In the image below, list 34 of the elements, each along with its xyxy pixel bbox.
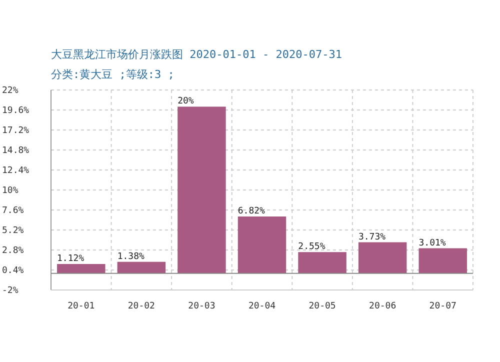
- chart-title: 大豆黑龙江市场价月涨跌图 2020-01-01 - 2020-07-31: [51, 48, 342, 61]
- x-tick-label: 20-05: [308, 301, 336, 312]
- y-tick-label: 7.6%: [2, 206, 24, 216]
- y-tick-label: 10%: [2, 186, 19, 196]
- bar: [298, 252, 346, 274]
- data-label: 3.01%: [418, 238, 446, 248]
- y-tick-label: 17.2%: [2, 126, 30, 136]
- data-label: 20%: [178, 96, 194, 107]
- y-tick-label: 5.2%: [2, 226, 24, 236]
- x-tick-label: 20-06: [369, 301, 396, 312]
- data-label: 1.38%: [117, 252, 145, 262]
- bar: [117, 262, 166, 274]
- bar: [238, 216, 286, 274]
- y-tick-label: 22%: [2, 86, 19, 96]
- y-tick-label: 0.4%: [2, 266, 24, 276]
- data-label: 6.82%: [238, 206, 266, 216]
- bar: [358, 242, 407, 274]
- x-tick-label: 20-04: [248, 301, 276, 312]
- data-label: 2.55%: [298, 242, 326, 252]
- x-tick-label: 20-01: [68, 301, 95, 312]
- bar: [418, 248, 467, 274]
- y-tick-label: 2.8%: [2, 246, 24, 256]
- bar: [57, 264, 106, 274]
- x-tick-label: 20-02: [128, 301, 155, 312]
- y-tick-label: 12.4%: [2, 166, 30, 176]
- x-tick-label: 20-07: [429, 301, 456, 312]
- y-tick-label: -2%: [2, 286, 19, 296]
- data-label: 3.73%: [358, 232, 386, 242]
- y-tick-label: 14.8%: [2, 146, 30, 156]
- bar: [178, 106, 226, 274]
- x-tick-label: 20-03: [188, 301, 216, 312]
- data-label: 1.12%: [57, 254, 85, 264]
- y-tick-label: 19.6%: [2, 106, 30, 116]
- chart-subtitle: 分类:黄大豆 ;等级:3 ;: [51, 68, 174, 81]
